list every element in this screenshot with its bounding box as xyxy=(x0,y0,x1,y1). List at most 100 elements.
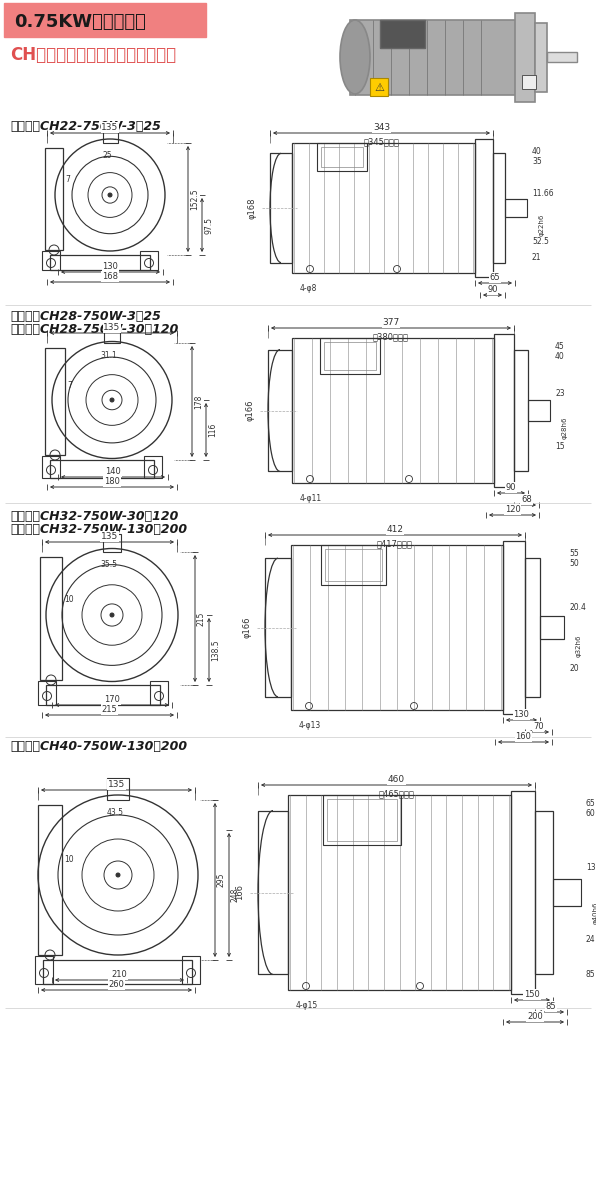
Text: 90: 90 xyxy=(488,284,498,294)
Text: （345刹车）: （345刹车） xyxy=(364,137,399,146)
Text: 135: 135 xyxy=(108,780,125,790)
Bar xyxy=(42,456,60,478)
Text: 210: 210 xyxy=(111,970,128,979)
Bar xyxy=(324,342,376,370)
Ellipse shape xyxy=(340,20,370,94)
Text: 137: 137 xyxy=(586,863,596,872)
Text: 135: 135 xyxy=(103,323,120,332)
Text: 97.5: 97.5 xyxy=(204,216,213,234)
Text: 152.5: 152.5 xyxy=(190,188,199,210)
Text: 标准型：CH40-750W-130～200: 标准型：CH40-750W-130～200 xyxy=(10,740,187,754)
Bar xyxy=(38,805,62,955)
Bar xyxy=(514,349,528,472)
Bar xyxy=(291,545,503,710)
Bar xyxy=(327,799,397,841)
Bar xyxy=(528,401,550,421)
Bar xyxy=(321,146,363,167)
Bar xyxy=(350,20,530,95)
Bar xyxy=(493,154,505,263)
Text: 0.75KW电机尺寸图: 0.75KW电机尺寸图 xyxy=(14,13,146,31)
Text: 180: 180 xyxy=(104,476,120,486)
Text: 168: 168 xyxy=(102,272,118,281)
Bar xyxy=(35,956,53,984)
Bar xyxy=(40,557,62,680)
Text: 412: 412 xyxy=(386,526,403,534)
Text: （417刹车）: （417刹车） xyxy=(377,539,413,548)
Text: 40: 40 xyxy=(532,146,542,156)
Bar xyxy=(317,143,367,170)
Bar xyxy=(103,534,121,552)
Bar xyxy=(42,251,60,270)
Bar xyxy=(104,326,120,343)
Bar xyxy=(50,460,154,478)
Bar xyxy=(182,956,200,984)
Text: 178: 178 xyxy=(194,395,203,409)
Text: CH型卧式三相（刹车）马达减速机: CH型卧式三相（刹车）马达减速机 xyxy=(10,46,176,64)
Text: 170: 170 xyxy=(104,695,120,704)
Text: 120: 120 xyxy=(505,505,520,514)
Bar xyxy=(525,558,540,697)
Text: 55: 55 xyxy=(569,550,579,558)
Text: 295: 295 xyxy=(217,872,226,887)
Bar xyxy=(270,154,292,263)
Bar xyxy=(45,148,63,250)
Text: 标准型：CH28-750W-3～25: 标准型：CH28-750W-3～25 xyxy=(10,310,161,323)
Text: 70: 70 xyxy=(533,722,544,731)
Text: 7: 7 xyxy=(65,175,70,185)
Bar xyxy=(38,680,56,704)
Text: 343: 343 xyxy=(373,122,390,132)
Bar xyxy=(292,338,494,482)
Text: 150: 150 xyxy=(524,990,540,998)
Text: 166: 166 xyxy=(235,884,244,900)
Text: 52.5: 52.5 xyxy=(532,236,549,246)
Text: 31.1: 31.1 xyxy=(101,350,117,360)
Text: 140: 140 xyxy=(105,467,121,476)
Text: 116: 116 xyxy=(208,422,217,437)
Bar xyxy=(321,545,386,584)
Text: 4-φ13: 4-φ13 xyxy=(299,721,321,730)
Text: 43.5: 43.5 xyxy=(107,808,123,817)
Text: φ28h6: φ28h6 xyxy=(562,416,568,439)
Text: 130: 130 xyxy=(514,710,529,719)
Bar xyxy=(535,811,553,974)
Text: 24: 24 xyxy=(586,936,595,944)
Text: （465刹车）: （465刹车） xyxy=(378,790,414,798)
Text: ⚠: ⚠ xyxy=(374,83,384,92)
Bar xyxy=(258,811,288,974)
Text: 215: 215 xyxy=(197,611,206,625)
Text: 50: 50 xyxy=(569,559,579,568)
Bar xyxy=(553,878,581,906)
Text: 25: 25 xyxy=(102,151,112,160)
Bar xyxy=(45,348,65,455)
Text: 60: 60 xyxy=(586,809,596,818)
Bar xyxy=(522,74,536,89)
Text: φ168: φ168 xyxy=(247,197,256,218)
Text: φ32h6: φ32h6 xyxy=(576,635,582,658)
Text: 4-φ11: 4-φ11 xyxy=(300,494,322,503)
Circle shape xyxy=(110,398,114,402)
Text: 40: 40 xyxy=(555,352,565,361)
Bar xyxy=(46,685,160,704)
Text: 4-φ15: 4-φ15 xyxy=(296,1001,318,1010)
Text: φ166: φ166 xyxy=(246,400,254,421)
Text: 7: 7 xyxy=(67,380,72,390)
Text: 138.5: 138.5 xyxy=(211,640,220,661)
Text: 160: 160 xyxy=(516,732,532,740)
Text: 135: 135 xyxy=(101,122,119,132)
Text: 135: 135 xyxy=(101,532,118,541)
Bar xyxy=(320,338,380,374)
Circle shape xyxy=(110,613,114,617)
Text: 标准型：CH32-750W-30～120: 标准型：CH32-750W-30～120 xyxy=(10,510,178,523)
Text: 15: 15 xyxy=(555,443,564,451)
Text: 20: 20 xyxy=(569,664,579,673)
Text: 10: 10 xyxy=(64,856,74,864)
Text: 35: 35 xyxy=(532,157,542,166)
Bar xyxy=(50,254,150,270)
Text: 4-φ8: 4-φ8 xyxy=(300,284,318,293)
Bar xyxy=(511,791,535,994)
Text: 65: 65 xyxy=(586,799,596,808)
Circle shape xyxy=(116,874,120,877)
Text: 23: 23 xyxy=(555,389,564,397)
FancyBboxPatch shape xyxy=(4,2,206,37)
Text: 460: 460 xyxy=(388,775,405,784)
